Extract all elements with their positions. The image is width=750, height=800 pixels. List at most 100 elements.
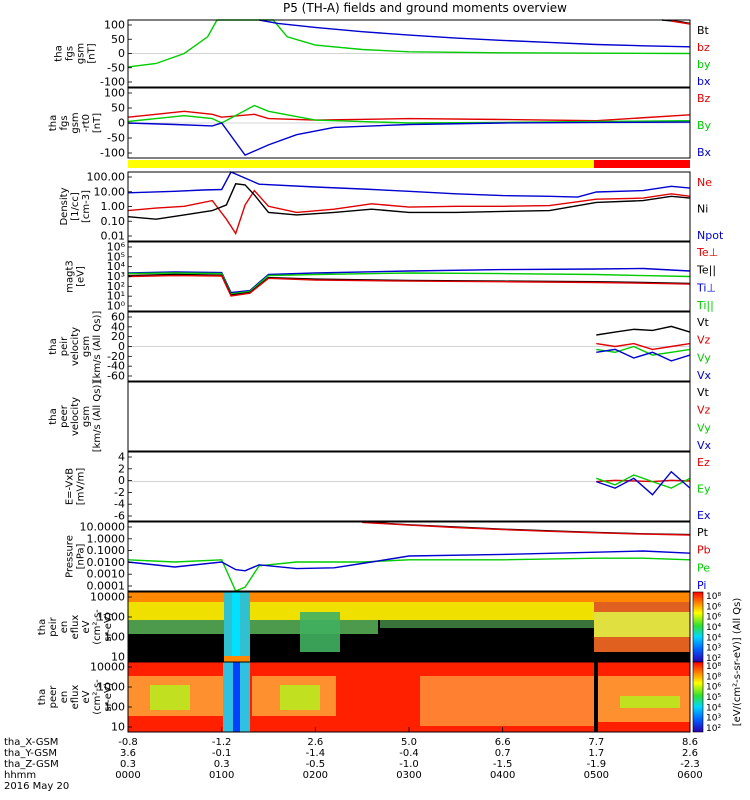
y-axis-label: tha xyxy=(37,689,48,705)
y-axis-label: fgs xyxy=(59,115,70,130)
y-tick-label: 50 xyxy=(111,102,125,115)
legend-Vy: Vy xyxy=(697,421,711,434)
y-tick-label: 1000 xyxy=(97,681,125,694)
y-axis-label: gsm xyxy=(81,406,92,427)
y-axis-label: peir xyxy=(59,336,70,356)
y-tick-label: 0.01 xyxy=(101,230,126,243)
colorbar-lower-tick: 10⁸ xyxy=(706,672,721,682)
y-tick-label: 4 xyxy=(118,451,125,464)
legend-Ti||: Ti|| xyxy=(696,299,714,312)
series-Bz xyxy=(127,110,691,122)
y-tick-label: 1000 xyxy=(97,611,125,624)
colorbar-lower-tick: 10⁵ xyxy=(706,693,721,703)
x-tick-label: 2.6 xyxy=(682,748,698,759)
y-tick-label: 10 xyxy=(111,721,125,734)
legend-Pt: Pt xyxy=(697,526,709,539)
y-tick-label: 100 xyxy=(104,87,125,100)
y-tick-label: -40 xyxy=(107,360,125,373)
y-axis-label: [nT] xyxy=(92,113,103,133)
colorbar-lower-tick: 10² xyxy=(706,724,721,734)
x-row-label: tha_Y-GSM xyxy=(4,748,57,759)
legend-Pi: Pi xyxy=(697,579,706,592)
colorbar-lower-tick: 10⁴ xyxy=(706,703,721,713)
x-tick-label: 0200 xyxy=(303,770,328,781)
colorbar-upper-tick: 10⁶ xyxy=(706,613,721,623)
panel-frame xyxy=(127,521,691,592)
colorbar-upper xyxy=(692,591,704,663)
panel-frame xyxy=(127,381,691,452)
series-Pb xyxy=(362,521,691,536)
series-Ne xyxy=(127,189,691,236)
x-tick-label: 2.6 xyxy=(307,737,323,748)
y-axis-label: eV xyxy=(81,690,92,703)
colorbar-upper-tick: 10² xyxy=(706,654,721,664)
series-Te⊥ xyxy=(127,274,691,297)
x-tick-label: -0.1 xyxy=(212,748,232,759)
y-tick-label: 100 xyxy=(104,631,125,644)
legend-Vz: Vz xyxy=(697,404,711,417)
series-Ni xyxy=(127,183,691,220)
y-tick-label: -100 xyxy=(100,76,125,89)
panel-frame xyxy=(127,451,691,522)
legend-Pe: Pe xyxy=(697,561,710,574)
x-tick-label: 0.3 xyxy=(120,759,136,770)
legend-Vy: Vy xyxy=(697,351,711,364)
colorbar-upper-tick: 10⁴ xyxy=(706,623,721,633)
legend-Vx: Vx xyxy=(697,439,712,452)
legend-bz: bz xyxy=(697,41,710,54)
y-axis-label: Pressure xyxy=(65,535,76,578)
x-tick-label: 3.6 xyxy=(120,748,136,759)
y-tick-label: -6 xyxy=(114,510,125,523)
quality-bar-flag xyxy=(594,160,690,168)
x-tick-label: -0.8 xyxy=(118,737,138,748)
y-axis-label: en xyxy=(59,621,70,634)
y-tick-label: -60 xyxy=(107,370,125,383)
series-Te|| xyxy=(127,273,691,296)
legend-Npot: Npot xyxy=(697,229,724,242)
y-axis-label: peir xyxy=(48,616,59,636)
y-tick-label: -4 xyxy=(114,498,125,511)
y-tick-label: 10000 xyxy=(90,591,125,604)
y-tick-label: 10⁵ xyxy=(107,250,125,263)
y-axis-label: velocity xyxy=(70,397,81,436)
series-Ey xyxy=(596,474,691,489)
legend-By: By xyxy=(697,119,712,132)
y-axis-label: eflux xyxy=(70,615,81,640)
y-tick-label: 10² xyxy=(107,280,125,293)
y-tick-label: 0 xyxy=(118,340,125,353)
y-tick-label: 10000 xyxy=(90,661,125,674)
legend-Vt: Vt xyxy=(697,386,710,399)
legend-Te||: Te|| xyxy=(696,264,716,277)
x-tick-label: 0400 xyxy=(490,770,515,781)
y-tick-label: 0.10 xyxy=(101,215,126,228)
y-tick-label: 20 xyxy=(111,330,125,343)
y-axis-label: [1/cc] xyxy=(70,192,81,221)
legend-bx: bx xyxy=(697,75,711,88)
colorbar-lower-tick: 10³ xyxy=(706,714,721,724)
y-axis-label: tha xyxy=(37,619,48,635)
x-tick-label: 5.0 xyxy=(401,737,417,748)
legend-Ne: Ne xyxy=(697,176,712,189)
x-tick-label: -0.5 xyxy=(306,759,326,770)
series-bz xyxy=(671,20,691,25)
y-tick-label: 0 xyxy=(118,117,125,130)
panel-peer_velocity: tha peer velocity gsm [km/s (All Qs)] Vt Vz Vy V… xyxy=(48,381,712,453)
y-axis-label: [cm-3] xyxy=(81,190,92,223)
quality-bar-good xyxy=(128,160,594,168)
x-tick-label: 0500 xyxy=(584,770,609,781)
legend-Ex: Ex xyxy=(697,509,711,522)
legend-Bz: Bz xyxy=(697,92,711,105)
series-Pt xyxy=(362,521,691,536)
y-axis-label: tha xyxy=(54,45,65,61)
y-axis-label: tha xyxy=(48,338,59,354)
x-tick-label: 7.7 xyxy=(588,737,604,748)
y-tick-label: -50 xyxy=(107,61,125,74)
y-axis-label: gsm xyxy=(81,336,92,357)
x-tick-label: 0.3 xyxy=(214,759,230,770)
y-axis-label: magt3 xyxy=(65,260,76,293)
y-tick-label: 100.00 xyxy=(87,171,126,184)
y-axis-label: peer xyxy=(48,685,59,709)
chart-title: P5 (TH-A) fields and ground moments over… xyxy=(283,1,567,15)
y-axis-label: eV xyxy=(81,620,92,633)
